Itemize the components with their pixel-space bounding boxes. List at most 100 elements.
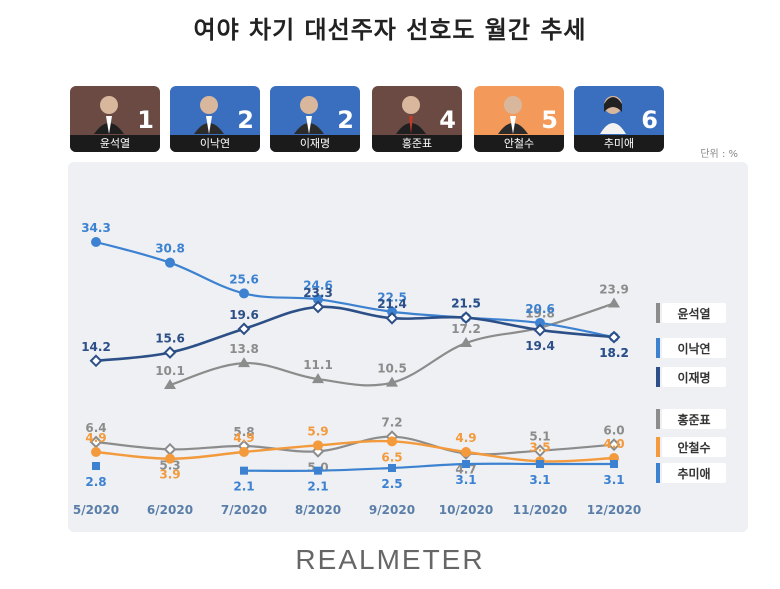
candidate-rank: 2 [237, 106, 254, 134]
candidate-name: 이재명 [270, 135, 360, 152]
x-tick-label: 6/2020 [147, 503, 193, 517]
data-point [610, 460, 618, 468]
legend-swatch [656, 338, 660, 358]
data-point [239, 447, 249, 457]
data-label: 4.0 [603, 437, 624, 451]
data-point [385, 311, 399, 325]
candidate-name: 안철수 [474, 135, 564, 152]
data-point [91, 447, 101, 457]
legend-box [662, 367, 726, 387]
data-point [311, 300, 325, 314]
data-label: 5.3 [159, 458, 180, 472]
data-point [533, 323, 547, 337]
legend-swatch [656, 463, 660, 483]
data-label: 11.1 [303, 358, 333, 372]
data-label: 3.1 [455, 473, 476, 487]
candidate-card: 5 안철수 [474, 86, 564, 152]
legend-label: 윤석열 [677, 306, 710, 321]
data-label: 34.3 [81, 221, 111, 235]
candidate-rank: 5 [541, 106, 558, 134]
x-tick-label: 11/2020 [513, 503, 567, 517]
portrait-icon [600, 96, 626, 134]
candidate-cards: 1 윤석열 2 이낙연 2 이재명 4 홍준표 5 안철수 6 추미애 [70, 86, 670, 152]
data-point [237, 322, 251, 336]
data-label: 19.4 [525, 339, 555, 353]
legend-label: 이재명 [677, 370, 710, 385]
data-label: 21.5 [451, 297, 481, 311]
legend-swatch [656, 437, 660, 457]
candidate-name: 추미애 [574, 135, 664, 152]
data-point [533, 444, 547, 458]
legend-box [662, 437, 726, 457]
data-point [314, 466, 322, 475]
data-label: 4.9 [85, 431, 106, 445]
data-point [387, 436, 397, 447]
data-point [163, 346, 177, 359]
data-label: 13.8 [229, 342, 259, 356]
data-point [607, 330, 621, 344]
candidate-name: 윤석열 [70, 135, 160, 152]
data-label: 2.1 [233, 480, 254, 494]
data-label: 2.5 [381, 477, 402, 491]
candidate-name: 홍준표 [372, 135, 462, 152]
portrait-icon [294, 96, 324, 134]
data-label: 2.8 [85, 475, 106, 489]
legend-box [662, 409, 726, 429]
candidate-rank: 1 [137, 106, 154, 134]
brand-logo: REALMETER [295, 544, 485, 575]
data-point [459, 311, 473, 325]
data-label: 10.1 [155, 364, 185, 378]
portrait-icon [498, 96, 528, 134]
data-point [535, 317, 545, 328]
data-point [165, 257, 175, 268]
data-point [240, 466, 248, 475]
data-label: 30.8 [155, 242, 185, 256]
portrait-icon [396, 96, 426, 134]
data-label: 6.4 [85, 421, 106, 435]
data-point [608, 297, 620, 308]
data-label: 3.1 [603, 473, 624, 487]
candidate-card: 2 이재명 [270, 86, 360, 152]
legend-label: 안철수 [677, 440, 710, 455]
series-line [94, 439, 616, 463]
data-label: 19.8 [525, 307, 555, 321]
data-label: 3.9 [159, 468, 180, 482]
data-label: 7.2 [381, 416, 402, 430]
data-label: 21.5 [451, 297, 481, 311]
x-tick-label: 12/2020 [587, 503, 641, 517]
data-label: 21.4 [377, 297, 407, 311]
data-label: 6.0 [603, 424, 624, 438]
series-line [94, 305, 616, 363]
legend-box [662, 303, 726, 323]
legend-swatch [656, 303, 660, 323]
data-point [387, 306, 397, 317]
data-point [91, 237, 101, 247]
unit-label: 단위 : % [700, 149, 738, 160]
chart-panel [68, 162, 748, 532]
portrait-icon [194, 96, 224, 134]
data-label: 25.6 [229, 272, 259, 286]
candidate-card: 4 홍준표 [372, 86, 462, 152]
data-label: 6.5 [381, 450, 402, 464]
series-line [94, 240, 616, 339]
data-label: 17.2 [451, 322, 481, 336]
legend-label: 홍준표 [677, 412, 710, 427]
data-point [536, 460, 544, 468]
data-label: 23.9 [599, 282, 629, 296]
x-tick-label: 10/2020 [439, 503, 493, 517]
x-tick-label: 8/2020 [295, 503, 341, 517]
data-label: 3.1 [529, 473, 550, 487]
legend-box [662, 463, 726, 483]
data-point [312, 373, 324, 384]
x-tick-label: 7/2020 [221, 503, 267, 517]
legend-swatch [656, 409, 660, 429]
candidate-card: 2 이낙연 [170, 86, 260, 152]
data-point [89, 354, 103, 368]
legend-label: 추미애 [677, 466, 710, 481]
portrait-icon [94, 96, 124, 134]
data-label: 4.7 [455, 462, 476, 476]
data-point [462, 460, 470, 468]
data-point [386, 376, 398, 387]
data-label: 18.2 [599, 346, 629, 360]
data-point [313, 294, 323, 305]
